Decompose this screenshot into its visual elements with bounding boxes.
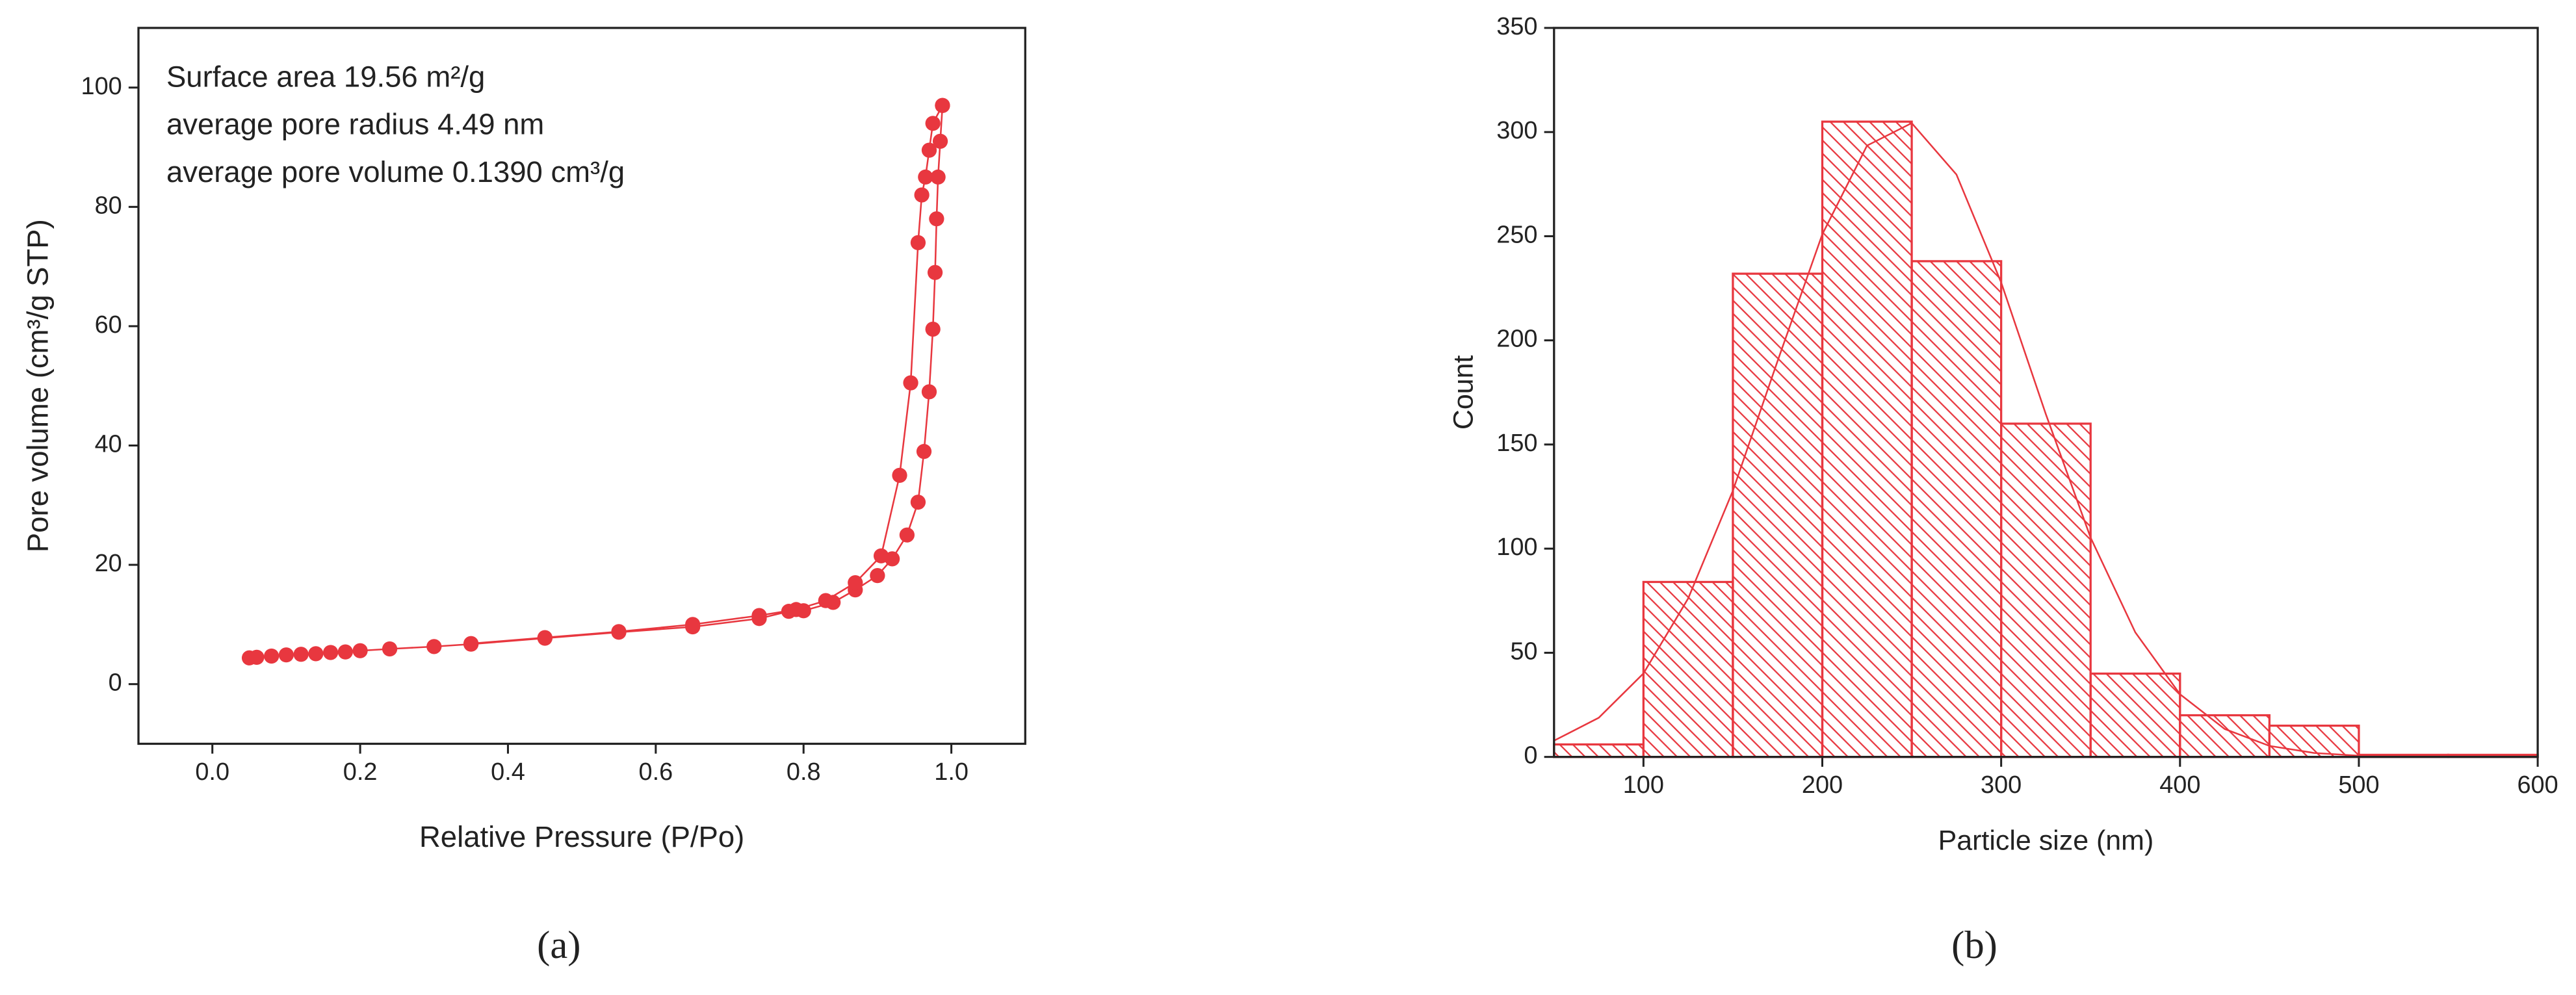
data-point <box>925 116 941 131</box>
bar <box>2000 422 2092 758</box>
data-point <box>322 645 339 660</box>
bar <box>2268 724 2360 758</box>
x-tick-label: 0.0 <box>195 758 229 786</box>
y-tick-label: 20 <box>95 550 122 577</box>
bar <box>1553 743 1645 758</box>
data-point <box>382 641 398 657</box>
x-tick-label: 0.6 <box>639 758 673 786</box>
bar <box>2179 714 2271 758</box>
data-point <box>685 617 701 632</box>
bar <box>1642 580 1734 758</box>
data-point <box>611 624 627 640</box>
data-point <box>903 375 918 391</box>
x-tick-label: 600 <box>2517 771 2558 799</box>
plot-frame <box>1553 27 2539 758</box>
data-point <box>870 567 885 584</box>
data-point <box>788 602 804 617</box>
y-tick-label: 60 <box>95 311 122 339</box>
data-point <box>264 648 280 664</box>
y-tick-label: 300 <box>1496 117 1537 144</box>
data-point <box>278 647 294 663</box>
data-point <box>914 187 930 203</box>
data-point <box>848 575 863 591</box>
data-point <box>910 495 926 510</box>
data-point <box>892 467 907 484</box>
data-point <box>930 169 946 185</box>
y-axis-label: Count <box>1448 355 1479 430</box>
x-tick-label: 0.4 <box>491 758 525 786</box>
data-point <box>249 649 265 665</box>
data-point <box>873 548 889 563</box>
caption: (b) <box>1951 924 1997 967</box>
y-tick-label: 350 <box>1496 13 1537 40</box>
chart: 0.0 0.2 0.4 0.6 0.8 1.0 0 20 40 60 80 100 Relative P… <box>21 27 1026 967</box>
y-tick-label: 150 <box>1496 430 1537 457</box>
data-point <box>918 169 933 185</box>
bar <box>1732 272 1824 758</box>
y-tick-label: 0 <box>1524 742 1537 769</box>
bar <box>1821 120 1913 758</box>
x-axis-label: Relative Pressure (P/Po) <box>419 820 744 853</box>
y-tick-label: 80 <box>95 192 122 219</box>
y-tick-label: 0 <box>109 669 122 697</box>
data-point <box>910 235 926 251</box>
bar <box>2089 672 2181 758</box>
x-tick-label: 400 <box>2159 771 2200 799</box>
annotation: average pore radius 4.49 nm <box>166 108 544 141</box>
data-point <box>921 384 937 400</box>
y-tick-label: 100 <box>1496 534 1537 561</box>
data-point <box>337 644 353 660</box>
y-tick-label: 100 <box>81 73 122 100</box>
data-point <box>927 265 943 280</box>
x-tick-label: 300 <box>1981 771 2022 799</box>
data-point <box>921 142 937 158</box>
data-point <box>308 646 324 662</box>
x-tick-label: 200 <box>1802 771 1843 799</box>
y-axis-label: Pore volume (cm³/g STP) <box>21 219 54 552</box>
data-point <box>925 321 941 337</box>
plot-frame <box>137 27 1026 745</box>
annotation: Surface area 19.56 m²/g <box>166 60 485 93</box>
data-point <box>463 636 479 651</box>
y-tick-label: 40 <box>95 431 122 458</box>
x-axis-label: Particle size (nm) <box>1938 825 2154 856</box>
x-tick-label: 0.8 <box>787 758 821 786</box>
x-tick-label: 500 <box>2338 771 2379 799</box>
data-point <box>352 643 368 658</box>
data-point <box>537 630 553 645</box>
caption: (a) <box>537 924 580 967</box>
data-point <box>899 527 915 543</box>
x-tick-label: 100 <box>1623 771 1664 799</box>
data-point <box>916 444 932 459</box>
x-tick-label: 0.2 <box>343 758 378 786</box>
data-point <box>818 593 833 608</box>
y-tick-label: 50 <box>1510 638 1537 665</box>
x-tick-label: 1.0 <box>934 758 969 786</box>
data-point <box>929 211 944 227</box>
data-point <box>751 608 767 623</box>
chart: 100 200 300 400 500 600 0 50 100 150 200 250 300 350 P… <box>1448 13 2558 967</box>
data-point <box>935 97 950 113</box>
bar <box>1910 260 2003 758</box>
y-tick-label: 250 <box>1496 221 1537 248</box>
data-point <box>426 639 442 654</box>
data-point <box>932 133 948 149</box>
annotation: average pore volume 0.1390 cm³/g <box>166 155 625 188</box>
y-tick-label: 200 <box>1496 326 1537 353</box>
data-point <box>293 647 309 662</box>
